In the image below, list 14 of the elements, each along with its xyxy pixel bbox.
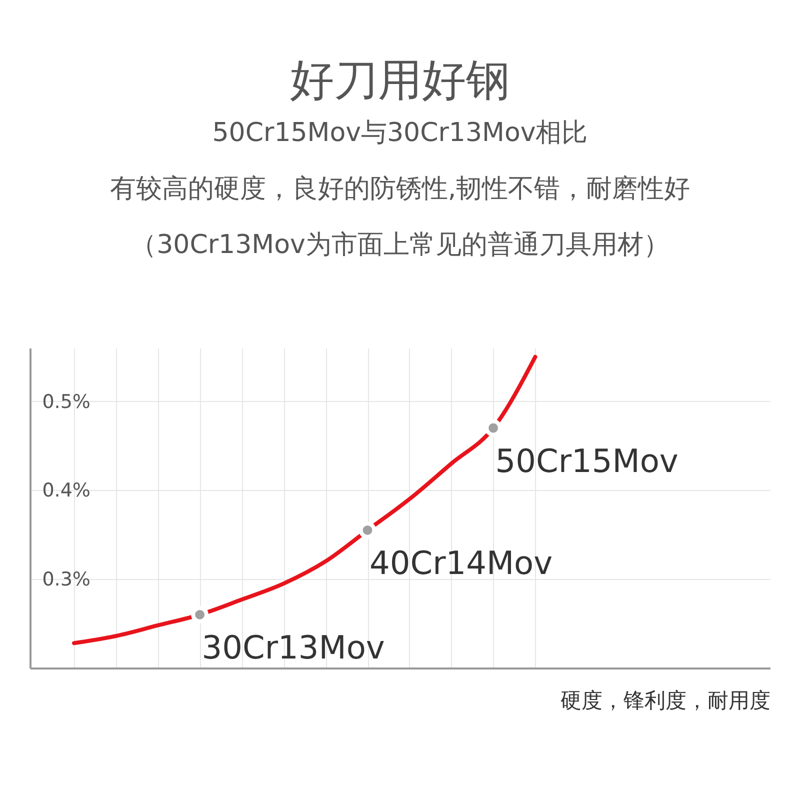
chart-subtitle: 50Cr15Mov与30Cr13Mov相比 <box>212 118 588 148</box>
series-label: 50Cr15Mov <box>495 442 678 480</box>
text: （30Cr13Mov为市面上常见的普通刀具用材） <box>130 230 670 260</box>
series-label: 40Cr14Mov <box>370 544 553 582</box>
y-tick-label: 0.3% <box>42 568 90 591</box>
text: 有较高的硬度，良好的防锈性,韧性不错，耐磨性好 <box>110 174 690 204</box>
point <box>191 606 209 624</box>
x-axis-title: 硬度，锋利度，耐用度 <box>560 688 770 712</box>
point <box>484 419 502 437</box>
series-label: 30Cr13Mov <box>202 628 385 667</box>
chart-title: 好刀用好钢 <box>290 55 510 106</box>
y-tick-label: 0.4% <box>42 480 90 502</box>
y-tick-label: 0.5% <box>42 390 90 413</box>
point <box>358 522 376 539</box>
